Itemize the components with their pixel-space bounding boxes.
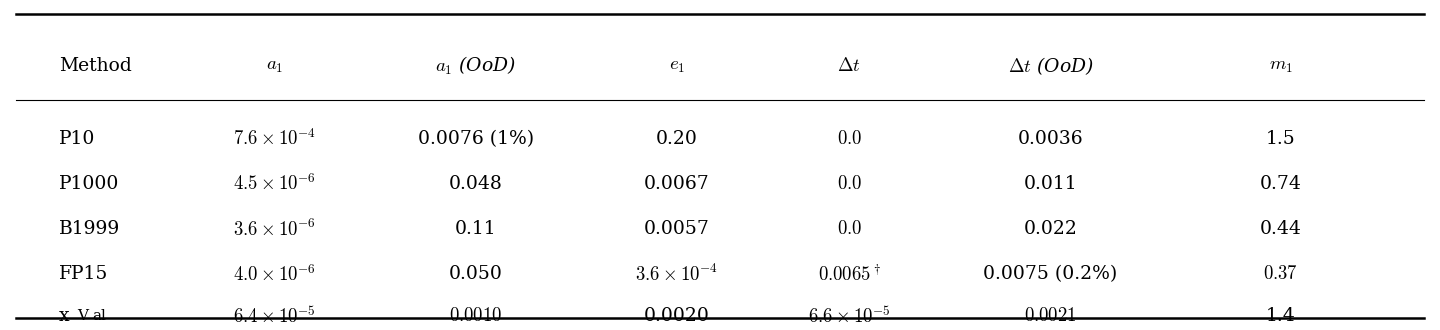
Text: $m_1$: $m_1$ xyxy=(1269,57,1293,75)
Text: $\mathbf{3.6 \times 10^{-6}}$: $\mathbf{3.6 \times 10^{-6}}$ xyxy=(233,218,315,240)
Text: $6.4 \times 10^{-5}$: $6.4 \times 10^{-5}$ xyxy=(233,306,315,327)
Text: P1000: P1000 xyxy=(59,175,120,193)
Text: $e_1$: $e_1$ xyxy=(668,57,685,75)
Text: 0.20: 0.20 xyxy=(657,130,698,148)
Text: 0.0057: 0.0057 xyxy=(644,220,710,238)
Text: 0.0020: 0.0020 xyxy=(644,308,710,325)
Text: V: V xyxy=(78,310,89,323)
Text: $\mathbf{3.6 \times 10^{-4}}$: $\mathbf{3.6 \times 10^{-4}}$ xyxy=(635,264,719,285)
Text: 0.022: 0.022 xyxy=(1024,220,1077,238)
Text: FP15: FP15 xyxy=(59,265,108,283)
Text: $\mathbf{0.0}$: $\mathbf{0.0}$ xyxy=(837,175,863,193)
Text: $a_1$ (OoD): $a_1$ (OoD) xyxy=(435,55,516,77)
Text: x: x xyxy=(59,308,69,325)
Text: $\mathbf{0.37}$: $\mathbf{0.37}$ xyxy=(1263,265,1297,283)
Text: 0.0036: 0.0036 xyxy=(1018,130,1083,148)
Text: 0.74: 0.74 xyxy=(1260,175,1302,193)
Text: 0.050: 0.050 xyxy=(449,265,503,283)
Text: $4.5 \times 10^{-6}$: $4.5 \times 10^{-6}$ xyxy=(233,174,315,194)
Text: 0.0076 (1%): 0.0076 (1%) xyxy=(418,130,534,148)
Text: 0.011: 0.011 xyxy=(1024,175,1077,193)
Text: 0.0075 (0.2%): 0.0075 (0.2%) xyxy=(984,265,1117,283)
Text: P10: P10 xyxy=(59,130,95,148)
Text: $0.0065^\dagger$: $0.0065^\dagger$ xyxy=(818,264,881,284)
Text: $\Delta t$ (OoD): $\Delta t$ (OoD) xyxy=(1008,55,1093,77)
Text: $a_1$: $a_1$ xyxy=(266,57,284,75)
Text: al: al xyxy=(92,310,105,323)
Text: $6.6 \times 10^{-5}$: $6.6 \times 10^{-5}$ xyxy=(808,306,891,327)
Text: $4.0 \times 10^{-6}$: $4.0 \times 10^{-6}$ xyxy=(233,264,315,285)
Text: B1999: B1999 xyxy=(59,220,120,238)
Text: $\mathbf{0.0}$: $\mathbf{0.0}$ xyxy=(837,220,863,238)
Text: 1.5: 1.5 xyxy=(1266,130,1296,148)
Text: $\Delta t$: $\Delta t$ xyxy=(838,57,861,75)
Text: $7.6 \times 10^{-4}$: $7.6 \times 10^{-4}$ xyxy=(233,128,315,149)
Text: $\mathbf{0.0}$: $\mathbf{0.0}$ xyxy=(837,130,863,148)
Text: 0.44: 0.44 xyxy=(1260,220,1302,238)
Text: 0.0067: 0.0067 xyxy=(644,175,710,193)
Text: 1.4: 1.4 xyxy=(1266,308,1296,325)
Text: 0.048: 0.048 xyxy=(449,175,503,193)
Text: $\mathbf{0.0021}$: $\mathbf{0.0021}$ xyxy=(1024,308,1077,325)
Text: $\mathbf{0.0010}$: $\mathbf{0.0010}$ xyxy=(449,308,503,325)
Text: 0.11: 0.11 xyxy=(455,220,497,238)
Text: Method: Method xyxy=(59,57,131,75)
